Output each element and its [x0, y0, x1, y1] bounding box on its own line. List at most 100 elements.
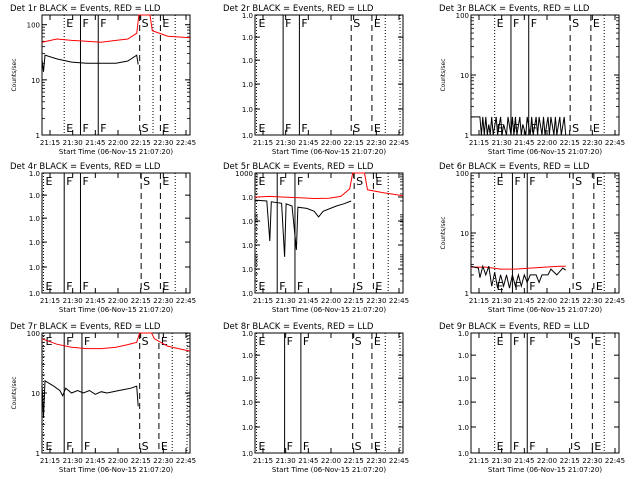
panel-title: Det 6r BLACK = Events, RED = LLD [439, 162, 590, 172]
x-tick-label: 21:45 [514, 297, 534, 305]
x-axis-label: Start Time (06-Nov-15 21:07:20) [59, 306, 173, 314]
marker-label-top: E [161, 335, 168, 348]
marker-label-bottom: F [297, 280, 303, 293]
x-axis-label: Start Time (06-Nov-15 21:07:20) [488, 306, 602, 314]
x-tick-label: 21:45 [298, 297, 318, 305]
marker-label-top: E [258, 17, 265, 30]
marker-label-top: F [84, 335, 90, 348]
x-axis-label: Start Time (06-Nov-15 21:07:20) [59, 148, 173, 156]
marker-label-bottom: S [572, 122, 579, 135]
panel-det-2: Det 2r BLACK = Events, RED = LLD1.01.01.… [223, 4, 409, 156]
x-axis-label: Start Time (06-Nov-15 21:07:20) [488, 466, 602, 474]
marker-label-bottom: E [45, 440, 52, 453]
y-tick-label: 1.0 [242, 330, 253, 338]
marker-label-bottom: F [529, 440, 535, 453]
y-tick-label: 10 [31, 390, 40, 398]
marker-label-top: F [100, 17, 106, 30]
marker-label-bottom: S [355, 440, 362, 453]
marker-label-top: S [574, 335, 581, 348]
y-tick-label: 1.0 [242, 290, 253, 298]
y-tick-label: 1.0 [29, 192, 40, 200]
lld-rate-line [471, 265, 566, 270]
marker-label-top: F [303, 335, 309, 348]
marker-label-bottom: F [514, 280, 520, 293]
x-tick-label: 21:15 [253, 457, 273, 465]
y-tick-label: 1.0 [242, 194, 253, 202]
marker-label-bottom: E [374, 440, 381, 453]
panel-title: Det 1r BLACK = Events, RED = LLD [10, 4, 161, 14]
marker-label-bottom: E [258, 440, 265, 453]
x-tick-label: 21:15 [40, 139, 60, 147]
marker-label-top: S [572, 17, 579, 30]
marker-label-bottom: E [162, 280, 169, 293]
x-tick-label: 21:45 [514, 139, 534, 147]
x-axis-label: Start Time (06-Nov-15 21:07:20) [272, 148, 386, 156]
marker-label-top: F [513, 17, 519, 30]
marker-label-top: S [575, 175, 582, 188]
panel-title: Det 4r BLACK = Events, RED = LLD [10, 162, 161, 172]
y-axis-label: Counts/sec [440, 216, 447, 249]
panel-title: Det 9r BLACK = Events, RED = LLD [439, 322, 590, 332]
x-tick-label: 21:15 [40, 297, 60, 305]
events-rate-line [471, 116, 567, 136]
marker-label-top: E [497, 175, 504, 188]
y-tick-label: 1 [36, 132, 40, 140]
marker-label-bottom: E [596, 280, 603, 293]
x-tick-label: 22:00 [537, 457, 557, 465]
y-tick-label: 1.0 [242, 375, 253, 383]
x-tick-label: 21:30 [276, 139, 296, 147]
marker-label-bottom: S [353, 122, 360, 135]
x-tick-label: 22:30 [582, 297, 602, 305]
marker-label-top: E [66, 17, 73, 30]
plot-frame [470, 14, 620, 136]
marker-label-bottom: F [513, 440, 519, 453]
y-tick-label: 1 [465, 290, 469, 298]
x-axis-label: Start Time (06-Nov-15 21:07:20) [488, 148, 602, 156]
x-tick-label: 21:30 [63, 139, 83, 147]
x-tick-label: 22:30 [582, 457, 602, 465]
events-rate-line [254, 199, 352, 257]
marker-label-bottom: S [142, 122, 149, 135]
y-tick-label: 1.0 [242, 352, 253, 360]
events-rate-line [41, 379, 139, 417]
x-axis-label: Start Time (06-Nov-15 21:07:20) [59, 466, 173, 474]
x-tick-label: 22:15 [560, 297, 580, 305]
marker-label-bottom: F [66, 280, 72, 293]
marker-label-bottom: E [375, 280, 382, 293]
x-tick-label: 21:15 [469, 297, 489, 305]
marker-label-top: F [82, 17, 88, 30]
y-tick-label: 1.0 [29, 264, 40, 272]
marker-label-bottom: S [356, 280, 363, 293]
x-tick-label: 22:45 [389, 297, 409, 305]
marker-label-bottom: E [162, 122, 169, 135]
marker-label-bottom: E [593, 122, 600, 135]
x-tick-label: 22:00 [537, 297, 557, 305]
y-tick-label: 1.0 [242, 218, 253, 226]
x-tick-label: 22:30 [582, 139, 602, 147]
y-tick-label: 1.0 [242, 266, 253, 274]
marker-label-top: F [297, 175, 303, 188]
y-axis-label: Counts/sec [440, 58, 447, 91]
marker-label-bottom: S [574, 440, 581, 453]
y-tick-label: 100 [27, 22, 40, 30]
x-tick-label: 22:45 [176, 297, 196, 305]
marker-label-top: F [279, 175, 285, 188]
marker-label-bottom: F [82, 280, 88, 293]
panel-det-8: Det 8r BLACK = Events, RED = LLD1.01.01.… [223, 322, 409, 474]
marker-label-top: F [514, 175, 520, 188]
x-tick-label: 22:00 [321, 457, 341, 465]
marker-label-top: F [66, 335, 72, 348]
panel-title: Det 5r BLACK = Events, RED = LLD [223, 162, 374, 172]
x-tick-label: 22:15 [131, 297, 151, 305]
marker-label-top: S [142, 17, 149, 30]
x-axis-label: Start Time (06-Nov-15 21:07:20) [272, 306, 386, 314]
x-tick-label: 22:45 [389, 139, 409, 147]
marker-label-top: S [356, 175, 363, 188]
x-tick-label: 22:30 [366, 457, 386, 465]
panel-title: Det 2r BLACK = Events, RED = LLD [223, 4, 374, 14]
panel-det-9: Det 9r BLACK = Events, RED = LLD1.01.01.… [439, 322, 625, 474]
panel-det-1: Det 1r BLACK = Events, RED = LLD Counts/s… [10, 4, 196, 156]
y-tick-label: 1.0 [458, 399, 469, 407]
y-tick-label: 1.0 [242, 12, 253, 20]
